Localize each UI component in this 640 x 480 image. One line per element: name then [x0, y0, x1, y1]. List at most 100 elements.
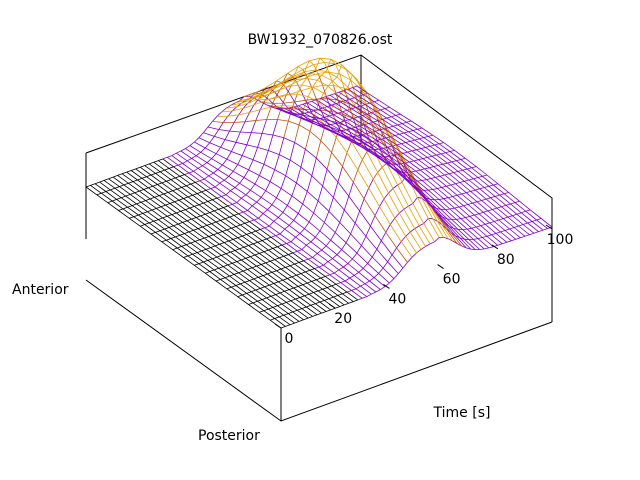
mesh-line-time	[298, 319, 304, 322]
mesh-line-time	[333, 181, 339, 198]
mesh-line-time	[445, 151, 451, 154]
mesh-line-time	[357, 297, 363, 301]
mesh-line-time	[246, 232, 252, 235]
mesh-line-depth	[103, 180, 300, 322]
mesh-line-time	[448, 172, 454, 175]
mesh-line-time	[213, 169, 219, 174]
mesh-line-time	[303, 317, 309, 321]
mesh-line-time	[423, 218, 429, 224]
mesh-line-time	[531, 219, 537, 222]
mesh-line-time	[266, 236, 272, 240]
mesh-line-time	[249, 104, 255, 113]
mesh-line-time	[271, 270, 277, 273]
mesh-line-time	[314, 266, 320, 269]
mesh-line-time	[260, 190, 267, 198]
mesh-line-time	[495, 231, 501, 234]
mesh-line-time	[205, 247, 211, 250]
mesh-line-time	[233, 237, 238, 240]
mesh-line-time	[214, 243, 220, 247]
mesh-line-time	[153, 219, 159, 222]
x-tick-label: 0	[285, 331, 294, 347]
mesh-line-time	[339, 209, 345, 223]
anterior-label: Anterior	[12, 282, 69, 298]
mesh-line-time	[236, 197, 242, 203]
mesh-line-time	[209, 136, 215, 143]
mesh-line-time	[325, 94, 331, 98]
mesh-line-time	[159, 228, 165, 232]
mesh-line-time	[452, 194, 458, 197]
mesh-line-time	[506, 240, 512, 243]
mesh-line-time	[465, 216, 470, 218]
mesh-line-time	[434, 237, 440, 243]
mesh-line-time	[340, 280, 346, 283]
mesh-line-time	[380, 128, 386, 139]
mesh-line-time	[378, 267, 384, 274]
mesh-line-time	[417, 127, 423, 130]
mesh-line-time	[244, 112, 250, 122]
mesh-line-time	[178, 198, 184, 201]
mesh-line-time	[457, 169, 463, 172]
mesh-line-time	[141, 176, 147, 179]
mesh-line-time	[265, 87, 271, 89]
mesh-line-time	[259, 251, 265, 254]
mesh-line-time	[363, 187, 370, 199]
mesh-line-time	[188, 229, 194, 233]
mesh-line-time	[366, 112, 372, 115]
mesh-line-time	[447, 218, 452, 220]
mesh-line-time	[206, 158, 212, 163]
mesh-line-time	[456, 218, 461, 220]
mesh-line-depth	[230, 77, 426, 247]
mesh-line-time	[292, 250, 298, 254]
mesh-line-time	[255, 109, 261, 121]
mesh-line-depth	[235, 73, 431, 245]
mesh-line-time	[331, 137, 337, 153]
mesh-line-time	[199, 178, 205, 182]
mesh-line-time	[345, 98, 350, 101]
mesh-line-time	[268, 134, 274, 151]
mesh-line-time	[310, 69, 316, 74]
mesh-line-time	[297, 203, 304, 214]
mesh-line-time	[355, 105, 361, 108]
mesh-line-time	[429, 241, 435, 245]
mesh-line-time	[223, 176, 229, 181]
mesh-line-time	[380, 108, 386, 111]
mesh-line-time	[165, 203, 171, 206]
mesh-line-depth	[243, 57, 440, 238]
mesh-line-time	[256, 197, 262, 203]
mesh-line-time	[233, 114, 240, 123]
mesh-line-time	[313, 290, 319, 293]
mesh-line-time	[342, 291, 348, 295]
mesh-line-time	[488, 184, 494, 187]
mesh-line-time	[297, 249, 302, 252]
mesh-line-time	[274, 257, 280, 260]
mesh-line-time	[273, 281, 279, 284]
mesh-line-time	[304, 293, 310, 297]
mesh-line-time	[509, 227, 515, 230]
mesh-line-depth	[343, 90, 539, 232]
mesh-line-time	[296, 166, 302, 184]
mesh-line-time	[227, 203, 233, 207]
mesh-line-time	[263, 150, 269, 165]
mesh-line-time	[343, 88, 349, 91]
mesh-line-time	[253, 276, 259, 280]
mesh-line-time	[416, 148, 422, 151]
mesh-line-time	[466, 191, 471, 194]
mesh-line-time	[117, 173, 123, 176]
mesh-line-time	[356, 245, 362, 254]
mesh-line-time	[214, 182, 220, 188]
mesh-line-time	[328, 114, 334, 117]
mesh-line-time	[153, 160, 159, 163]
mesh-line-time	[270, 294, 276, 297]
mesh-line-time	[424, 167, 430, 170]
mesh-line-depth	[225, 84, 422, 250]
mesh-line-time	[291, 274, 297, 278]
mesh-line-time	[233, 272, 239, 275]
mesh-line-depth	[320, 97, 517, 240]
mesh-line-time	[438, 142, 444, 145]
mesh-line-time	[350, 222, 356, 235]
mesh-line-time	[244, 221, 250, 224]
mesh-line-time	[478, 211, 484, 215]
mesh-line-depth	[207, 126, 404, 269]
mesh-line-time	[260, 286, 265, 289]
mesh-line-time	[342, 152, 348, 167]
